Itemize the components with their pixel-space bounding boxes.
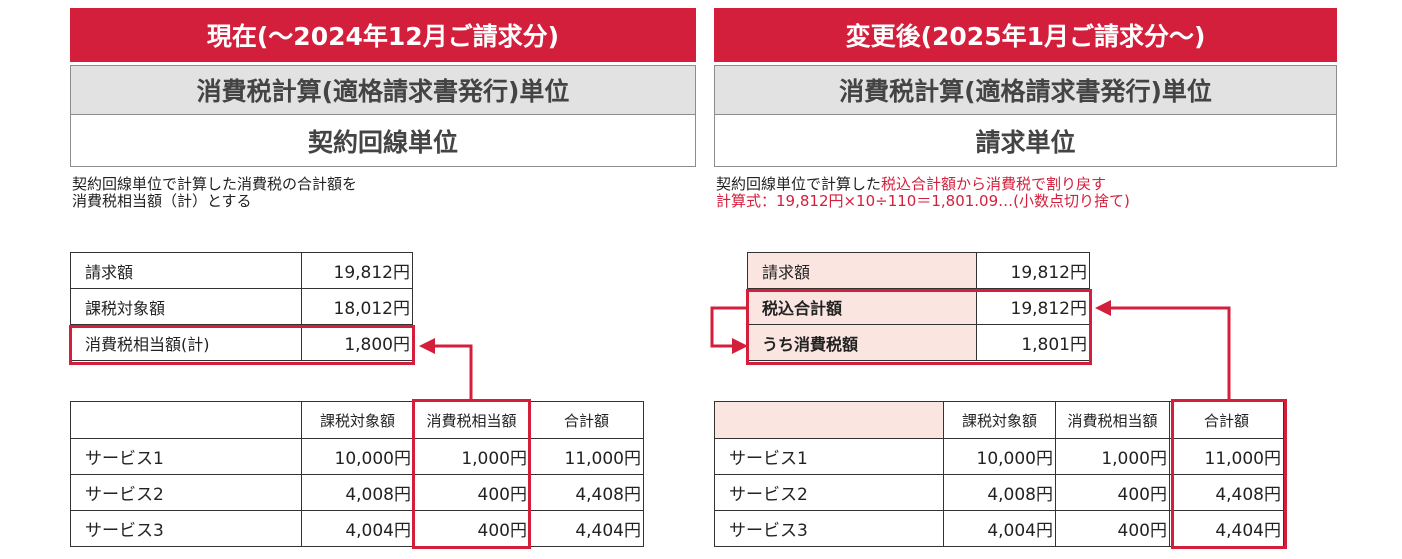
right-note-line1-red: 税込合計額から消費税で割り戻す [881,175,1107,193]
summary-value: 18,012円 [301,288,413,325]
tax-amount: 400円 [1055,510,1170,547]
right-note-formula: 計算式：19,812円×10÷110＝1,801.09…(小数点切り捨て) [716,192,1130,210]
total-amount: 4,408円 [529,474,644,511]
tax-amount: 400円 [1055,474,1170,511]
total-amount: 4,408円 [1169,474,1284,511]
service-name: サービス3 [714,510,944,547]
column-header: 課税対象額 [943,401,1056,439]
summary-label: うち消費税額 [747,324,977,361]
left-arrow-line [434,344,473,399]
summary-value: 1,801円 [976,324,1090,361]
right-service-table: 課税対象額 消費税相当額 合計額 サービス1 10,000円 1,000円 11… [714,401,1284,547]
tax-amount: 400円 [413,510,530,547]
right-arrow-head [1095,300,1111,316]
table-row: うち消費税額 1,801円 [747,324,1090,361]
table-header-row: 課税対象額 消費税相当額 合計額 [714,401,1284,439]
total-amount: 11,000円 [1169,438,1284,475]
right-note-line1: 契約回線単位で計算した税込合計額から消費税で割り戻す [716,176,1336,193]
left-unit-title: 消費税計算(適格請求書発行)単位 [70,65,696,115]
column-header [70,401,302,439]
service-name: サービス1 [714,438,944,475]
taxable-amount: 4,008円 [943,474,1056,511]
left-unit-value: 契約回線単位 [70,115,696,167]
left-arrow-head [419,338,435,354]
right-note: 契約回線単位で計算した税込合計額から消費税で割り戻す 計算式：19,812円×1… [716,176,1336,210]
service-name: サービス2 [714,474,944,511]
table-row: 消費税相当額(計) 1,800円 [70,324,413,361]
right-note-line1-black: 契約回線単位で計算した [716,175,882,193]
summary-value: 19,812円 [976,252,1090,289]
right-arrow-line [1110,306,1231,399]
table-row: 請求額 19,812円 [747,252,1090,289]
table-row: 課税対象額 18,012円 [70,288,413,325]
column-header [714,401,944,439]
summary-value: 19,812円 [976,288,1090,325]
table-row: サービス2 4,008円 400円 4,408円 [714,474,1284,511]
left-note-line1: 契約回線単位で計算した消費税の合計額を [72,175,358,193]
loop-arrow-head [732,338,748,354]
left-note-line2: 消費税相当額（計）とする [72,192,252,210]
summary-label: 課税対象額 [70,288,302,325]
taxable-amount: 10,000円 [301,438,414,475]
table-row: サービス2 4,008円 400円 4,408円 [70,474,644,511]
table-row: サービス1 10,000円 1,000円 11,000円 [714,438,1284,475]
right-period-header: 変更後(2025年1月ご請求分〜) [714,8,1337,62]
left-summary-table: 請求額 19,812円 課税対象額 18,012円 消費税相当額(計) 1,80… [70,252,413,361]
taxable-amount: 4,008円 [301,474,414,511]
left-period-header: 現在(〜2024年12月ご請求分) [70,8,696,62]
tax-amount: 1,000円 [413,438,530,475]
summary-label: 消費税相当額(計) [70,324,302,361]
total-amount: 11,000円 [529,438,644,475]
tax-amount: 400円 [413,474,530,511]
total-amount: 4,404円 [529,510,644,547]
table-row: サービス3 4,004円 400円 4,404円 [714,510,1284,547]
right-unit-value: 請求単位 [714,115,1337,167]
service-name: サービス3 [70,510,302,547]
column-header: 課税対象額 [301,401,414,439]
tax-amount: 1,000円 [1055,438,1170,475]
left-note: 契約回線単位で計算した消費税の合計額を 消費税相当額（計）とする [72,176,692,210]
summary-value: 1,800円 [301,324,413,361]
taxable-amount: 4,004円 [943,510,1056,547]
right-summary-table: 請求額 19,812円 税込合計額 19,812円 うち消費税額 1,801円 [747,252,1090,361]
loop-arrow-line [710,306,747,348]
table-header-row: 課税対象額 消費税相当額 合計額 [70,401,644,439]
total-amount: 4,404円 [1169,510,1284,547]
right-unit-title: 消費税計算(適格請求書発行)単位 [714,65,1337,115]
column-header: 合計額 [1169,401,1284,439]
table-row: 税込合計額 19,812円 [747,288,1090,325]
summary-label: 税込合計額 [747,288,977,325]
column-header: 合計額 [529,401,644,439]
